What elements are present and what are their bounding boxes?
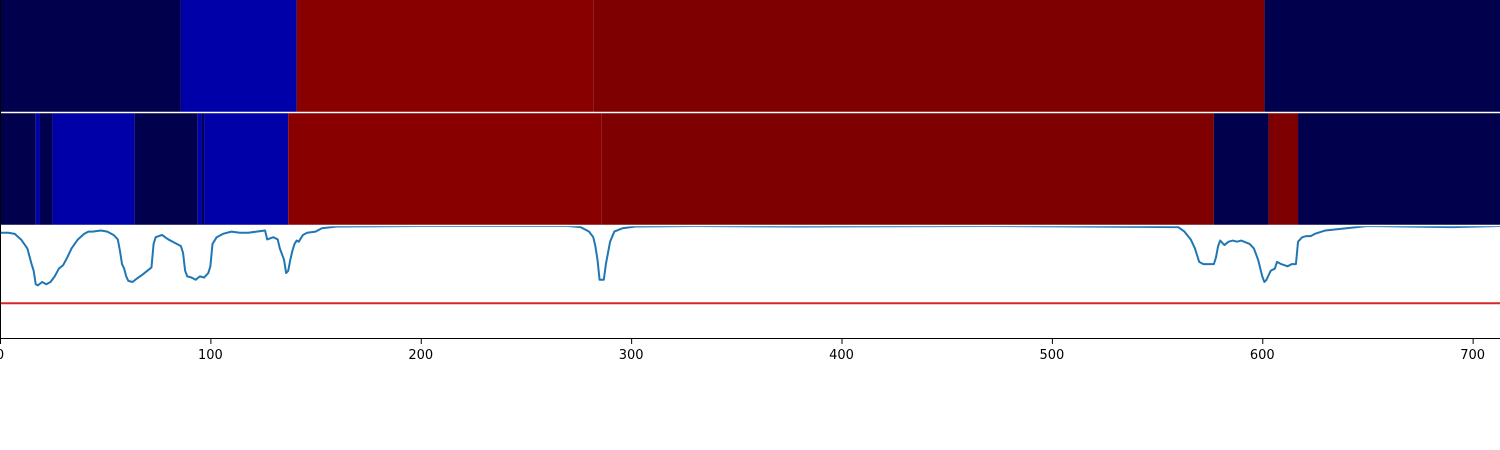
heatmap-segment-row2-2 xyxy=(35,113,40,225)
heatmap-segment-row2-9 xyxy=(288,113,602,225)
x-axis-ticks: 0 100 200 300 400 500 600 700 xyxy=(0,338,1485,363)
heatmap-row-top xyxy=(0,0,1500,112)
x-tick-label-500: 500 xyxy=(1039,348,1064,363)
heatmap-segment-row1-3 xyxy=(296,0,594,112)
heatmap-segment-row2-7 xyxy=(201,113,205,225)
x-tick-label-600: 600 xyxy=(1250,348,1275,363)
x-tick-label-400: 400 xyxy=(829,348,854,363)
heatmap-segment-row2-11 xyxy=(1213,113,1269,225)
x-tick-label-200: 200 xyxy=(408,348,433,363)
x-tick-label-0: 0 xyxy=(0,348,4,363)
heatmap-segment-row2-8 xyxy=(204,113,289,225)
heatmap-segment-row2-3 xyxy=(39,113,53,225)
heatmap-segment-row2-12 xyxy=(1268,113,1299,225)
heatmap-segment-row2-1 xyxy=(0,113,36,225)
line-panel xyxy=(0,225,1500,305)
heatmap-segment-row2-5 xyxy=(134,113,198,225)
x-tick-label-700: 700 xyxy=(1460,348,1485,363)
heatmap-segment-row2-10 xyxy=(601,113,1214,225)
x-tick-label-300: 300 xyxy=(619,348,644,363)
heatmap-segment-row1-4 xyxy=(593,0,1265,112)
heatmap-segment-row1-2 xyxy=(180,0,297,112)
heatmap-segment-row1-1 xyxy=(0,0,181,112)
x-tick-label-100: 100 xyxy=(198,348,223,363)
heatmap-row-middle xyxy=(0,113,1500,225)
heatmap-segment-row1-5 xyxy=(1264,0,1500,112)
series-line xyxy=(0,225,1500,287)
heatmap-segment-row2-13 xyxy=(1298,113,1500,225)
heatmap-segment-row2-4 xyxy=(52,113,135,225)
heatmap-segment-row2-6 xyxy=(197,113,202,225)
